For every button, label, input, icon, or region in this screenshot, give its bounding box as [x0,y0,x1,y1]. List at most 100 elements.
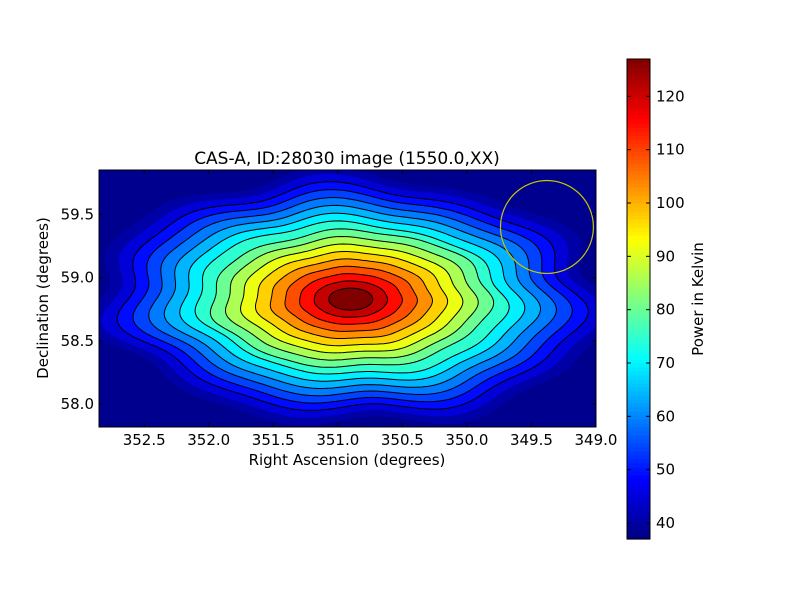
colorbar-segment [627,247,650,252]
colorbar-segment [627,283,650,288]
colorbar-segment [627,287,650,292]
y-tick-label: 59.0 [61,269,94,287]
x-tick-label: 350.5 [381,431,424,449]
colorbar-segment [627,75,650,80]
colorbar-segment [627,119,650,124]
contour-line [328,287,374,311]
colorbar-segment [627,347,650,352]
colorbar-segment [627,179,650,184]
x-tick-label: 349.0 [575,431,618,449]
colorbar-segment [627,59,650,64]
colorbar-segment [627,147,650,152]
colorbar: 40 50 60 70 80 90 100 110 120 Power in Kelvin [626,58,707,540]
colorbar-segment [627,87,650,92]
colorbar-segment [627,467,650,472]
colorbar-segment [627,339,650,344]
colorbar-segment [627,143,650,148]
colorbar-segment [627,351,650,356]
colorbar-segment [627,219,650,224]
colorbar-segment [627,491,650,496]
colorbar-segment [627,135,650,140]
colorbar-segment [627,431,650,436]
contour-line [163,204,542,390]
colorbar-segment [627,523,650,528]
colorbar-segment [627,367,650,372]
y-tick-label: 59.5 [61,205,94,223]
colorbar-segment [627,83,650,88]
colorbar-segment [627,323,650,328]
colorbar-segment [627,387,650,392]
colorbar-segment [627,211,650,216]
colorbar-segment [627,315,650,320]
colorbar-segment [627,63,650,68]
colorbar-segment [627,267,650,272]
y-axis-ticks: 58.0 58.5 59.0 59.5 [61,205,596,413]
colorbar-segment [627,359,650,364]
colorbar-tick-label: 40 [656,514,675,532]
contour-line [239,243,464,354]
contour-line [148,197,557,397]
colorbar-segment [627,363,650,368]
colorbar-segment [627,111,650,116]
plot-frame [98,169,597,428]
colorbar-segment [627,447,650,452]
colorbar-segment [627,511,650,516]
colorbar-segment [627,455,650,460]
colorbar-segment [627,279,650,284]
colorbar-segment [627,183,650,188]
colorbar-segment [627,227,650,232]
contour-line [132,189,573,404]
colorbar-segment [627,507,650,512]
colorbar-segment [627,471,650,476]
colorbar-segment [627,383,650,388]
colorbar-segment [627,251,650,256]
colorbar-segment [627,519,650,524]
colorbar-segment [627,151,650,156]
contour-line [194,220,510,375]
colorbar-segment [627,223,650,228]
colorbar-segment [627,123,650,128]
contour-fill [328,288,373,311]
colorbar-tick-label: 120 [656,87,685,105]
colorbar-segment [627,531,650,536]
colorbar-segment [627,195,650,200]
colorbar-segment [627,163,650,168]
colorbar-ticks: 40 50 60 70 80 90 100 110 120 [627,87,685,532]
colorbar-segment [627,407,650,412]
x-tick-label: 351.0 [316,431,359,449]
colorbar-frame [626,58,651,540]
colorbar-segment [627,375,650,380]
colorbar-tick-label: 110 [656,141,685,159]
colorbar-segment [627,335,650,340]
colorbar-segment [627,171,650,176]
colorbar-segment [627,263,650,268]
colorbar-segment [627,239,650,244]
contour-line [179,212,526,382]
colorbar-segment [627,475,650,480]
colorbar-segment [627,71,650,76]
colorbar-segment [627,435,650,440]
colorbar-segment [627,343,650,348]
colorbar-segment [627,91,650,96]
colorbar-segment [627,67,650,72]
plot-area [99,170,596,427]
colorbar-segment [627,495,650,500]
colorbar-segment [627,451,650,456]
colorbar-segment [627,271,650,276]
contour-line [224,235,479,361]
contour-line [313,280,389,318]
colorbar-segment [627,391,650,396]
colorbar-segment [627,483,650,488]
contour-line [284,265,418,332]
colorbar-segment [627,395,650,400]
colorbar-segment [627,235,650,240]
contour-line [116,181,589,411]
colorbar-segment [627,499,650,504]
colorbar-segment [627,159,650,164]
colorbar-tick-label: 90 [656,247,675,265]
x-tick-label: 352.5 [123,431,166,449]
contour-line [255,251,449,347]
colorbar-segment [627,187,650,192]
colorbar-segment [627,439,650,444]
x-tick-label: 349.5 [510,431,553,449]
